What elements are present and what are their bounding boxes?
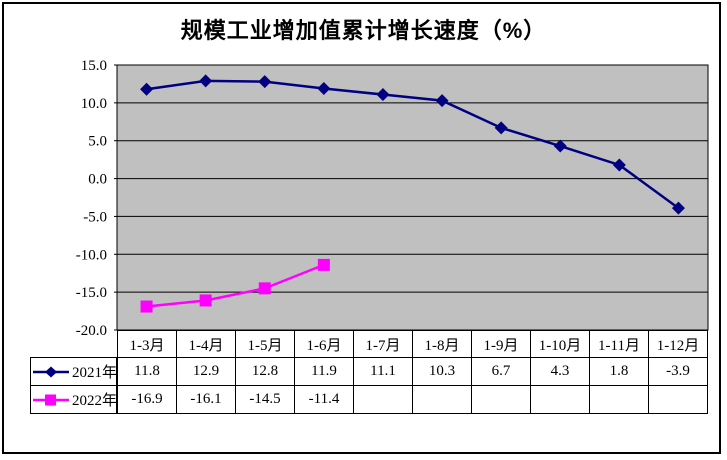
value-cell: 10.3	[412, 357, 472, 386]
series-line-2022年	[146, 263, 325, 308]
y-axis-label: 0.0	[88, 172, 107, 188]
legend-key-2022: 2022年	[32, 389, 117, 410]
data-point-square	[199, 294, 212, 307]
category-cell: 1-3月	[117, 330, 177, 358]
data-point-square	[317, 258, 330, 271]
category-cell: 1-7月	[353, 330, 413, 358]
data-point-diamond	[140, 82, 154, 96]
value-cell	[530, 385, 590, 414]
category-cell: 1-6月	[294, 330, 354, 358]
legend-row-2021: 2021年	[30, 357, 117, 386]
value-cell	[471, 385, 531, 414]
value-cell	[412, 385, 472, 414]
series-line-2021年	[146, 79, 680, 210]
data-point-diamond	[376, 88, 390, 102]
value-row-2021年: 11.8 12.9 12.8 11.9 11.1 10.3 6.7 4.3 1.8 -3.9	[117, 357, 708, 386]
data-point-diamond	[612, 158, 626, 172]
category-cell: 1-12月	[648, 330, 708, 358]
category-cell: 1-4月	[176, 330, 236, 358]
data-point-diamond	[258, 75, 272, 89]
series-2022-label: 2022年	[72, 393, 117, 409]
value-cell	[648, 385, 708, 414]
category-cell: 1-5月	[235, 330, 295, 358]
data-point-square	[258, 282, 271, 295]
value-cell: -11.4	[294, 385, 354, 414]
value-cell: -16.9	[117, 385, 177, 414]
category-cell: 1-10月	[530, 330, 590, 358]
data-point-diamond	[199, 74, 213, 88]
value-cell	[353, 385, 413, 414]
series-2021-diamond-marker-icon	[32, 365, 70, 379]
value-cell: -14.5	[235, 385, 295, 414]
y-axis-label: -15.0	[76, 285, 107, 301]
value-cell: -16.1	[176, 385, 236, 414]
value-cell	[589, 385, 649, 414]
value-cell: 4.3	[530, 357, 590, 386]
category-cell: 1-9月	[471, 330, 531, 358]
y-axis-label: 15.0	[81, 58, 107, 74]
legend-table: 2021年 2022年	[30, 357, 117, 414]
data-point-diamond	[435, 94, 449, 108]
value-cell: -3.9	[648, 357, 708, 386]
data-point-square	[140, 300, 153, 313]
value-cell: 6.7	[471, 357, 531, 386]
y-axis-label: 5.0	[88, 134, 107, 150]
value-row-2022年: -16.9 -16.1 -14.5 -11.4	[117, 385, 708, 414]
series-2021-label: 2021年	[72, 365, 117, 381]
series-2022-square-marker-icon	[32, 393, 70, 407]
plot-area	[116, 64, 709, 331]
value-cell: 12.8	[235, 357, 295, 386]
chart-plot-svg: 15.0 10.0 5.0 0.0 -5.0 -10.0 -15.0 -20.0	[76, 58, 709, 339]
legend-key-2021: 2021年	[32, 361, 117, 382]
data-point-diamond	[671, 201, 685, 215]
category-cell: 1-11月	[589, 330, 649, 358]
data-point-diamond	[317, 81, 331, 95]
data-point-diamond	[494, 121, 508, 135]
category-cell: 1-8月	[412, 330, 472, 358]
chart-data-table: 1-3月 1-4月 1-5月 1-6月 1-7月 1-8月 1-9月 1-10月 1-11月 1-…	[117, 330, 708, 414]
legend-row-2022: 2022年	[30, 385, 117, 414]
value-cell: 1.8	[589, 357, 649, 386]
value-cell: 12.9	[176, 357, 236, 386]
y-axis-label: -20.0	[76, 323, 107, 339]
y-axis-label: -10.0	[76, 247, 107, 263]
y-axis-label: 10.0	[81, 96, 107, 112]
value-cell: 11.1	[353, 357, 413, 386]
value-cell: 11.8	[117, 357, 177, 386]
data-point-diamond	[553, 139, 567, 153]
value-cell: 11.9	[294, 357, 354, 386]
category-header-row: 1-3月 1-4月 1-5月 1-6月 1-7月 1-8月 1-9月 1-10月 1-11月 1-…	[117, 330, 708, 358]
y-axis-label: -5.0	[83, 209, 107, 225]
chart-title: 规模工业增加值累计增长速度（%）	[180, 18, 547, 43]
